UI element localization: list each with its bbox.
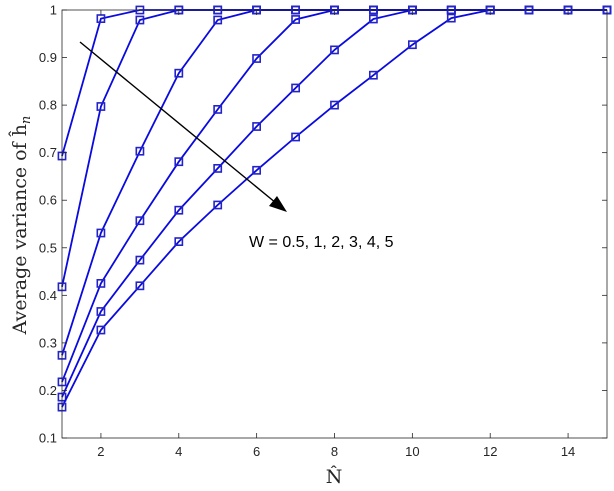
data-point: [213, 15, 223, 25]
data-point: [135, 255, 145, 265]
data-point: [291, 15, 300, 24]
data-point: [213, 164, 223, 173]
data-point: [330, 45, 339, 55]
data-point: [368, 14, 378, 24]
data-point: [252, 54, 261, 63]
y-tick-label: 0.4: [39, 288, 57, 303]
series-line: [61, 9, 607, 398]
series-line: [61, 9, 607, 383]
data-point: [446, 13, 456, 23]
data-point: [135, 281, 145, 291]
data-point: [213, 200, 223, 210]
series-4: [57, 5, 612, 387]
data-point: [174, 68, 184, 78]
y-tick-label: 0.6: [39, 193, 57, 208]
series-3: [57, 5, 612, 360]
y-tick-label: 1: [50, 3, 57, 18]
data-point: [291, 132, 300, 142]
data-point: [252, 122, 261, 131]
data-point: [96, 307, 106, 316]
data-point: [96, 228, 106, 238]
data-point: [330, 100, 339, 110]
y-axis-label-main: Average variance of ĥ: [8, 124, 31, 335]
y-tick-label: 0.1: [39, 431, 57, 446]
data-point: [96, 278, 106, 288]
y-tick-label: 0.5: [39, 240, 57, 255]
y-tick-label: 0.2: [39, 383, 57, 398]
data-point: [407, 40, 417, 50]
y-tick-label: 0.3: [39, 335, 57, 350]
y-tick-label: 0.7: [39, 145, 57, 160]
y-axis-label: Average variance of ĥn: [8, 116, 34, 336]
data-point: [135, 15, 145, 25]
x-tick-label: 4: [175, 444, 182, 459]
trend-arrow-line: [79, 41, 277, 204]
trend-arrow-head: [269, 196, 287, 212]
data-point: [96, 102, 106, 111]
ticks-layer: 2 4 6 8 10 12 14 0.1 0.2 0.3 0.4 0.5 0.6 0.7 0.8 0.9 1: [39, 3, 607, 459]
data-point: [252, 165, 261, 175]
data-point: [174, 205, 184, 215]
y-tick-label: 0.9: [39, 50, 57, 65]
data-point: [135, 146, 145, 156]
x-tick-label: 2: [97, 444, 104, 459]
series-6: [57, 5, 612, 412]
trend-arrow: [79, 41, 287, 212]
data-point: [174, 237, 184, 246]
series-layer: [57, 5, 612, 412]
x-tick-label: 8: [331, 444, 338, 459]
data-point: [96, 325, 106, 335]
series-line: [61, 9, 607, 157]
data-point: [135, 216, 145, 226]
data-point: [368, 70, 378, 80]
x-tick-label: 6: [253, 444, 260, 459]
x-axis-label: N̂: [326, 466, 343, 488]
y-axis-label-subscript: n: [19, 116, 34, 124]
series-line: [61, 9, 607, 408]
data-point: [174, 157, 184, 167]
series-line: [61, 9, 607, 356]
x-tick-label: 14: [561, 444, 575, 459]
data-point: [213, 105, 223, 114]
series-5: [57, 5, 612, 402]
y-tick-label: 0.8: [39, 98, 57, 113]
x-tick-label: 10: [405, 444, 419, 459]
x-tick-label: 12: [483, 444, 497, 459]
data-point: [291, 83, 300, 93]
annotation-label: W = 0.5, 1, 2, 3, 4, 5: [249, 234, 394, 251]
series-1: [57, 5, 612, 161]
